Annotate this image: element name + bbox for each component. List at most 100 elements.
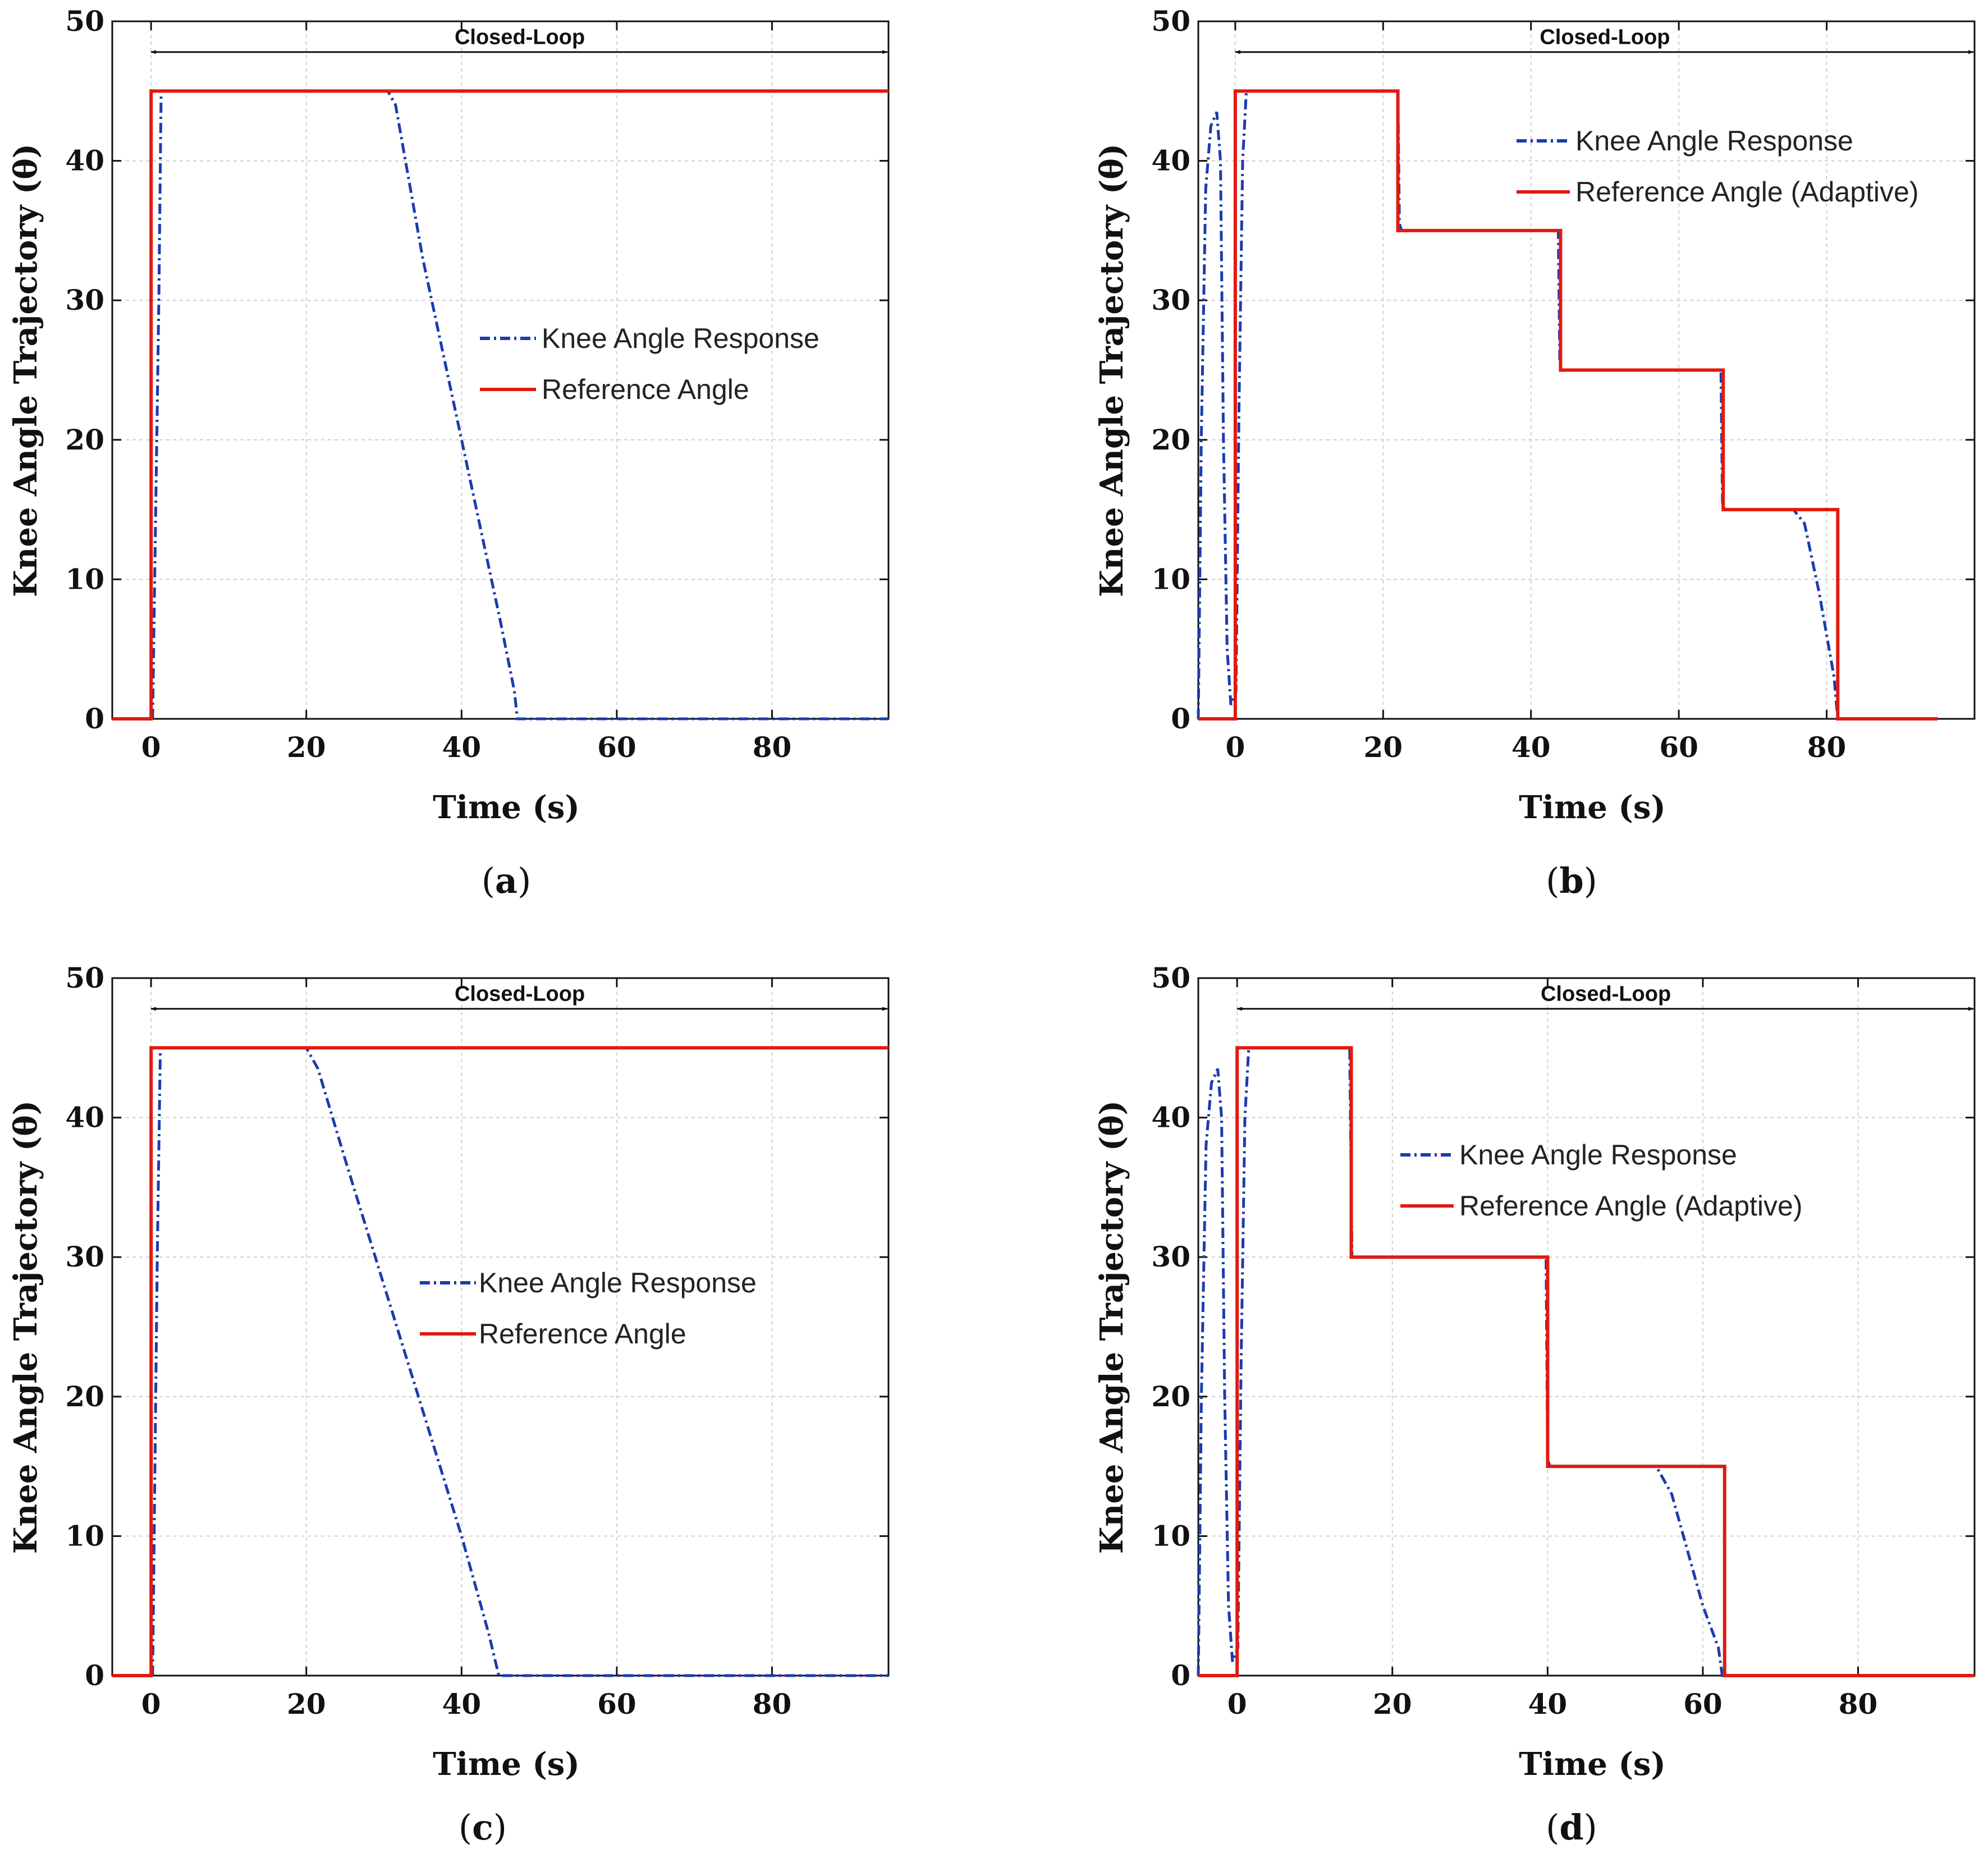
- y-axis-label: Knee Angle Trajectory (θ): [1093, 144, 1130, 597]
- grid: [112, 21, 888, 719]
- axis-ticks: 0 20 40 60 80 0 10 20 30 40 50: [65, 961, 888, 1720]
- series-line-reference: [1198, 1046, 1975, 1677]
- x-tick-label: 60: [597, 731, 636, 764]
- series-line-reference: [112, 1046, 888, 1677]
- grid: [112, 978, 888, 1676]
- legend-label-response: Knee Angle Response: [479, 1267, 757, 1299]
- axis-ticks: 0 20 40 60 80 0 10 20 30 40 50: [1151, 961, 1975, 1720]
- closed-loop-label: Closed-Loop: [1541, 983, 1671, 1006]
- x-tick-label: 60: [1659, 731, 1698, 764]
- series-line-response: [112, 1046, 888, 1677]
- closed-loop-annotation: Closed-Loop: [150, 26, 888, 54]
- panel-d: 0 20 40 60 80 0 10 20 30 40 50 Closed-Loop Knee An…: [1093, 961, 1976, 1848]
- x-axis-label: Time (s): [1519, 789, 1666, 826]
- x-tick-label: 20: [287, 1687, 326, 1720]
- x-tick-label: 40: [442, 731, 482, 764]
- y-tick-label: 40: [1151, 144, 1190, 177]
- x-tick-label: 40: [1511, 731, 1551, 764]
- closed-loop-annotation: Closed-Loop: [150, 983, 888, 1011]
- y-tick-label: 30: [1151, 1240, 1190, 1273]
- x-tick-label: 80: [753, 731, 792, 764]
- plot-frame: [111, 977, 890, 1677]
- legend-label-response: Knee Angle Response: [1459, 1139, 1737, 1171]
- x-tick-label: 20: [1373, 1687, 1412, 1720]
- plot-frame: [1197, 20, 1976, 720]
- grid: [1198, 978, 1975, 1676]
- grid: [1198, 21, 1975, 719]
- series-layer: [1197, 89, 1938, 721]
- series-layer: [112, 1046, 888, 1677]
- panel-c: 0 20 40 60 80 0 10 20 30 40 50 Closed-Loop Knee An…: [7, 961, 890, 1848]
- series-layer: [112, 89, 888, 721]
- y-tick-label: 40: [1151, 1101, 1190, 1134]
- x-tick-label: 0: [141, 731, 161, 764]
- x-tick-label: 0: [141, 1687, 161, 1720]
- x-tick-label: 60: [1683, 1687, 1723, 1720]
- axis-ticks: 0 20 40 60 80 0 10 20 30 40 50: [1151, 4, 1975, 764]
- y-tick-label: 10: [65, 1519, 104, 1552]
- closed-loop-label: Closed-Loop: [455, 26, 585, 49]
- panel-b: 0 20 40 60 80 0 10 20 30 40 50 Closed-Loop Knee An…: [1093, 4, 1976, 901]
- x-tick-label: 80: [753, 1687, 792, 1720]
- panel-caption-c: (c): [459, 1807, 507, 1848]
- series-line-response: [112, 89, 888, 721]
- legend: Knee Angle Response Reference Angle (Ada…: [1400, 1139, 1802, 1222]
- x-axis-label: Time (s): [1519, 1746, 1666, 1783]
- x-tick-label: 40: [1528, 1687, 1568, 1720]
- legend: Knee Angle Response Reference Angle: [480, 323, 819, 405]
- closed-loop-annotation: Closed-Loop: [1236, 983, 1974, 1011]
- x-tick-label: 40: [442, 1687, 482, 1720]
- x-tick-label: 0: [1227, 1687, 1247, 1720]
- legend: Knee Angle Response Reference Angle: [420, 1267, 757, 1350]
- panel-caption-d: (d): [1546, 1807, 1597, 1848]
- y-tick-label: 50: [65, 961, 104, 994]
- legend-label-reference: Reference Angle: [542, 374, 749, 405]
- panel-caption-b: (b): [1546, 860, 1597, 901]
- x-tick-label: 20: [287, 731, 326, 764]
- panel-a: 0 20 40 60 80 0 10 20 30 40 50 Closed-Loop Knee An…: [7, 4, 890, 901]
- series-line-reference: [1198, 89, 1938, 721]
- plot-frame: [1197, 977, 1976, 1677]
- panel-caption-a: (a): [482, 860, 532, 901]
- legend-label-reference: Reference Angle (Adaptive): [1459, 1190, 1802, 1222]
- y-tick-label: 50: [1151, 961, 1190, 994]
- y-tick-label: 50: [1151, 4, 1190, 38]
- y-axis-label: Knee Angle Trajectory (θ): [1093, 1100, 1130, 1554]
- series-layer: [1197, 1046, 1975, 1677]
- y-tick-label: 50: [65, 4, 104, 38]
- x-axis-label: Time (s): [433, 789, 580, 826]
- y-tick-label: 30: [1151, 283, 1190, 316]
- y-tick-label: 20: [65, 1380, 104, 1413]
- x-tick-label: 60: [597, 1687, 636, 1720]
- x-tick-label: 20: [1363, 731, 1403, 764]
- closed-loop-label: Closed-Loop: [1540, 26, 1670, 49]
- closed-loop-label: Closed-Loop: [455, 983, 585, 1006]
- legend-label-response: Knee Angle Response: [1575, 125, 1853, 157]
- x-tick-label: 80: [1807, 731, 1847, 764]
- y-tick-label: 0: [85, 1659, 104, 1692]
- y-tick-label: 20: [65, 423, 104, 456]
- y-tick-label: 20: [1151, 1380, 1190, 1413]
- series-line-reference: [112, 89, 888, 721]
- x-tick-label: 0: [1225, 731, 1245, 764]
- y-tick-label: 30: [65, 283, 104, 316]
- y-tick-label: 20: [1151, 423, 1190, 456]
- y-tick-label: 10: [1151, 1519, 1190, 1552]
- x-axis-label: Time (s): [433, 1746, 580, 1783]
- closed-loop-annotation: Closed-Loop: [1234, 26, 1974, 54]
- y-tick-label: 40: [65, 1101, 104, 1134]
- y-tick-label: 0: [85, 702, 104, 735]
- legend-label-reference: Reference Angle: [479, 1318, 686, 1350]
- y-axis-label: Knee Angle Trajectory (θ): [7, 144, 44, 597]
- legend-label-reference: Reference Angle (Adaptive): [1575, 176, 1918, 208]
- x-tick-label: 80: [1839, 1687, 1878, 1720]
- y-tick-label: 40: [65, 144, 104, 177]
- y-tick-label: 0: [1171, 1659, 1190, 1692]
- series-line-response: [1197, 89, 1938, 721]
- axis-ticks: 0 20 40 60 80 0 10 20 30 40 50: [65, 4, 888, 764]
- y-tick-label: 10: [1151, 562, 1190, 595]
- legend-label-response: Knee Angle Response: [542, 323, 819, 354]
- y-tick-label: 30: [65, 1240, 104, 1273]
- y-tick-label: 0: [1171, 702, 1190, 735]
